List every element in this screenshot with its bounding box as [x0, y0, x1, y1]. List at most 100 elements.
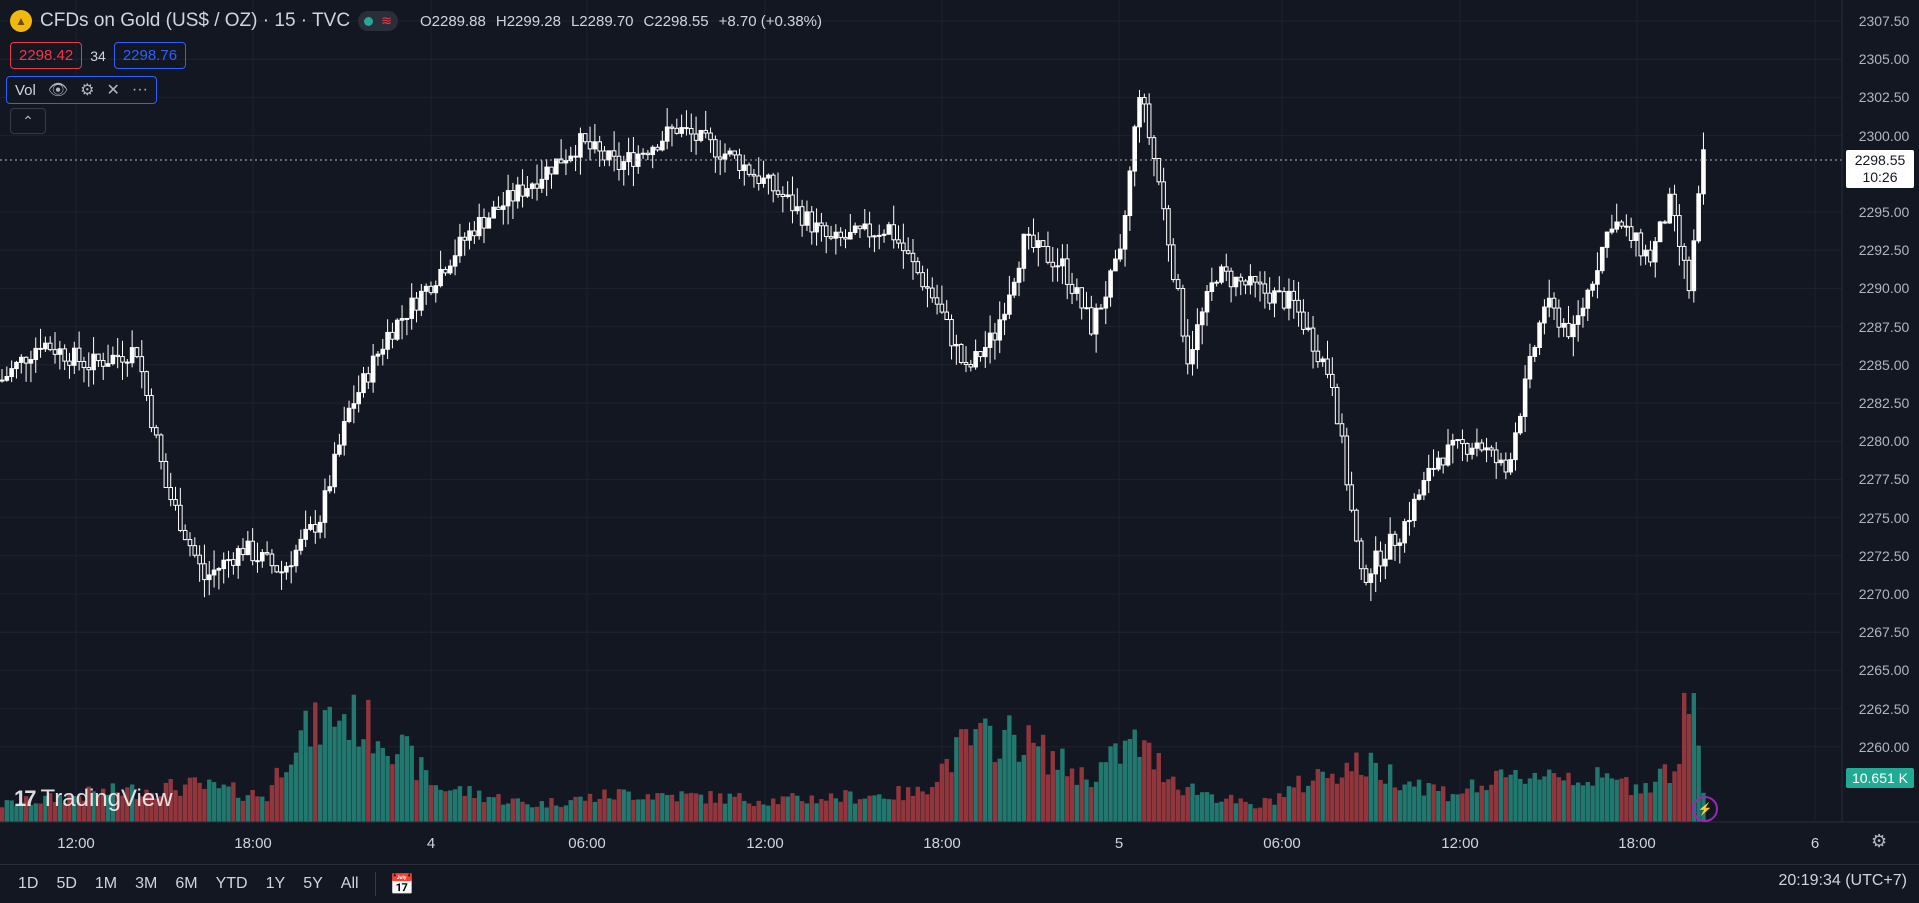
candle-body	[1031, 234, 1036, 249]
range-button-3m[interactable]: 3M	[135, 875, 158, 892]
candle-body	[1325, 358, 1330, 375]
candle-body	[255, 560, 260, 563]
volume-bar	[727, 793, 733, 822]
candle-body	[1252, 275, 1258, 283]
volume-bar	[1402, 784, 1407, 822]
volume-bar	[342, 714, 347, 822]
candlesticks	[0, 89, 1706, 602]
volume-bar	[1681, 692, 1687, 822]
volume-bar	[1600, 777, 1605, 822]
range-button-6m[interactable]: 6M	[175, 875, 198, 892]
volume-bar	[1002, 729, 1007, 822]
range-button-all[interactable]: All	[340, 875, 359, 892]
candle-body	[1652, 241, 1658, 263]
candle-body	[129, 347, 135, 364]
market-status[interactable]: ≋	[358, 11, 398, 31]
volume-bar	[1378, 779, 1383, 822]
eye-icon[interactable]: 👁	[47, 82, 69, 99]
volume-bar	[1339, 777, 1345, 822]
volume-bar	[568, 800, 573, 822]
candle-body	[1098, 307, 1104, 310]
candle-body	[1170, 244, 1176, 281]
candle-body	[905, 250, 911, 254]
candle-body	[790, 194, 795, 212]
volume-bar	[944, 758, 949, 822]
candle-body	[727, 150, 733, 155]
candle-body	[1469, 447, 1475, 455]
range-button-1m[interactable]: 1M	[94, 875, 118, 892]
candle-body	[1648, 249, 1653, 263]
candle-body	[433, 285, 439, 294]
volume-bar	[144, 789, 149, 822]
volume-bar	[96, 795, 101, 822]
volume-bar	[1132, 729, 1137, 822]
candle-body	[1195, 324, 1200, 351]
candle-body	[876, 234, 882, 237]
range-button-1d[interactable]: 1D	[18, 875, 39, 892]
alert-bolt-icon[interactable]: ⚡	[1692, 796, 1718, 822]
volume-bar	[1224, 798, 1229, 822]
volume-bar	[910, 795, 916, 822]
volume-bar	[332, 726, 337, 822]
candle-body	[587, 141, 593, 150]
buy-button[interactable]: 2298.76	[113, 42, 187, 69]
candle-body	[370, 355, 376, 383]
range-button-5d[interactable]: 5D	[56, 875, 77, 892]
candle-body	[38, 347, 43, 350]
more-icon[interactable]: ···	[131, 81, 148, 98]
range-button-1y[interactable]: 1Y	[265, 875, 286, 892]
candle-body	[322, 490, 328, 523]
volume-legend[interactable]: Vol 👁 ⚙ ✕ ···	[6, 76, 157, 104]
sell-button[interactable]: 2298.42	[10, 42, 83, 69]
volume-bar	[717, 793, 723, 822]
clock[interactable]: 20:19:34 (UTC+7)	[1778, 872, 1907, 889]
volume-bar	[255, 796, 260, 822]
candle-body	[134, 347, 140, 358]
candle-body	[1113, 258, 1118, 272]
candle-body	[1662, 221, 1668, 224]
volume-bar	[896, 786, 901, 822]
tradingview-logo[interactable]: 17 TradingView	[14, 785, 173, 813]
range-button-ytd[interactable]: YTD	[215, 875, 248, 892]
candle-body	[920, 272, 925, 288]
candle-body	[1016, 267, 1022, 283]
calendar-goto-icon[interactable]: 📅	[389, 873, 415, 896]
candle-body	[1590, 283, 1595, 291]
gear-icon[interactable]: ⚙	[1871, 831, 1888, 851]
candle-body	[1228, 270, 1234, 288]
volume-bar	[1349, 771, 1354, 822]
candle-body	[1556, 307, 1562, 328]
candle-body	[867, 223, 872, 238]
settings-icon[interactable]: ⚙	[80, 82, 95, 99]
volume-bar	[1657, 768, 1663, 822]
volume-bar	[1677, 763, 1682, 822]
candle-body	[1440, 457, 1446, 466]
price-tick-label: 2265.00	[1858, 662, 1910, 679]
volume-bar	[1257, 807, 1263, 822]
volume-bars	[0, 692, 1706, 822]
volume-bar	[713, 802, 718, 822]
symbol-title[interactable]: CFDs on Gold (US$ / OZ) · 15 · TVC	[40, 10, 351, 31]
candle-body	[857, 225, 863, 230]
range-button-5y[interactable]: 5Y	[303, 875, 323, 892]
volume-bar	[14, 805, 19, 822]
candle-body	[1175, 279, 1181, 289]
candle-body	[578, 133, 583, 158]
candle-body	[1301, 311, 1306, 330]
close-icon[interactable]: ✕	[106, 82, 120, 99]
volume-bar	[462, 795, 467, 822]
candle-body	[351, 403, 357, 409]
volume-bar	[1291, 787, 1296, 822]
volume-bar	[0, 807, 5, 822]
volume-bar	[1209, 794, 1215, 822]
candle-body	[105, 363, 111, 367]
volume-bar	[284, 772, 289, 822]
candle-body	[1055, 265, 1060, 268]
collapse-legend-button[interactable]: ⌃	[10, 108, 46, 134]
volume-bar	[1272, 804, 1277, 822]
candle-body	[1050, 261, 1056, 268]
volume-bar	[1392, 787, 1398, 822]
volume-bar	[1585, 782, 1590, 822]
candle-body	[688, 127, 694, 135]
